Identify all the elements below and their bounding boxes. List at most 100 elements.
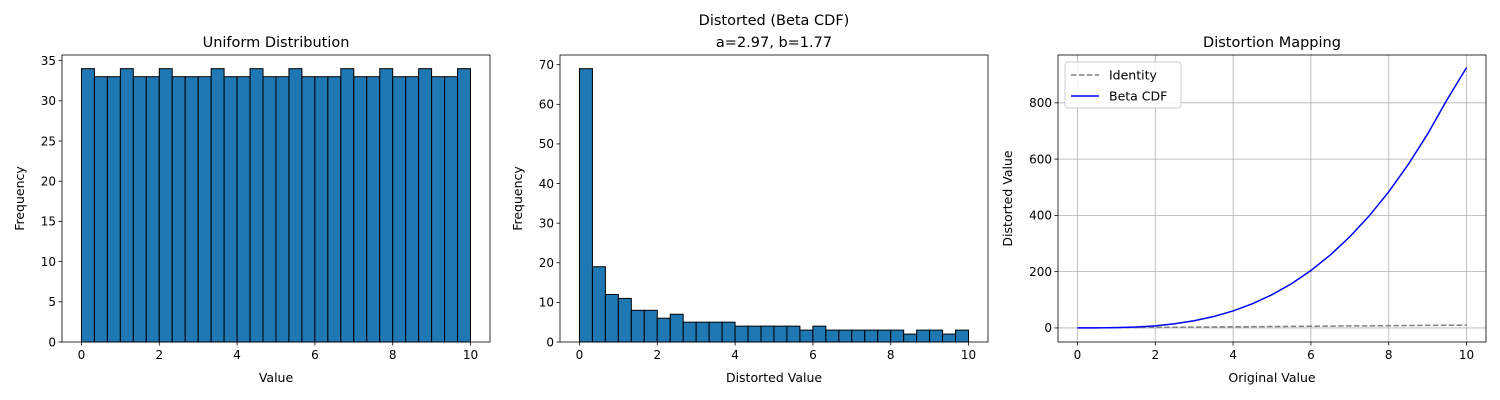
chart-3-xlabel: Original Value	[1228, 370, 1316, 385]
chart-2-bar-11	[721, 321, 736, 343]
chart-2-bar-18	[812, 325, 827, 343]
chart-1-bar-7	[171, 76, 186, 343]
chart-2-title: Distorted (Beta CDF)	[699, 13, 850, 29]
chart-2-bar-3	[617, 297, 632, 343]
chart-1-bar-5	[145, 76, 160, 343]
chart-2-bar-10	[708, 321, 723, 343]
chart-1-bar-27	[431, 76, 446, 343]
chart-2-bar-14	[760, 325, 775, 343]
chart-2-bar-1	[591, 266, 606, 343]
chart-2-ytick-label-1: 10	[539, 296, 554, 310]
chart-2-bar-29	[955, 329, 970, 343]
chart-1-bar-0	[80, 68, 95, 343]
chart-2-bar-20	[838, 329, 853, 343]
chart-3-ytick-label-2: 400	[1029, 209, 1052, 223]
chart-2-ylabel: Frequency	[510, 166, 525, 231]
chart-3-axes-frame	[1057, 54, 1487, 343]
chart-1-ytick-label-5: 25	[41, 134, 56, 148]
chart-2-ytick-label-5: 50	[539, 137, 554, 151]
chart-3-legend-label-1: Beta CDF	[1109, 89, 1167, 104]
chart-1-ylabel: Frequency	[12, 166, 27, 231]
chart-2-xtick-label-0: 0	[576, 348, 584, 362]
chart-1-title: Uniform Distribution	[203, 35, 350, 51]
chart-3-title: Distortion Mapping	[1203, 35, 1341, 51]
chart-1-bar-25	[405, 76, 420, 343]
chart-2-bar-22	[864, 329, 879, 343]
chart-2-xtick-label-1: 2	[653, 348, 661, 362]
chart-1-ytick-label-6: 30	[41, 94, 56, 108]
chart-2-bar-7	[669, 313, 684, 343]
chart-1-ytick-label-2: 10	[41, 255, 56, 269]
chart-1-ytick-label-7: 35	[41, 54, 56, 68]
chart-1-bar-15	[275, 76, 290, 343]
chart-1-ytick-label-4: 20	[41, 175, 56, 189]
chart-2-bar-23	[877, 329, 892, 343]
chart-1-xtick-label-1: 2	[155, 348, 163, 362]
chart-2-xtick-label-4: 8	[887, 348, 895, 362]
chart-1-bar-28	[444, 76, 459, 343]
chart-3-xtick-label-0: 0	[1074, 348, 1082, 362]
chart-1-bar-16	[288, 68, 303, 343]
chart-2-bar-8	[682, 321, 697, 343]
chart-1-bar-9	[197, 76, 212, 343]
chart-1-bar-10	[210, 68, 225, 343]
chart-2-bar-17	[799, 329, 814, 343]
chart-3-ytick-label-3: 600	[1029, 152, 1052, 166]
chart-3-xtick-label-1: 2	[1151, 348, 1159, 362]
chart-3-ytick-label-0: 0	[1044, 321, 1052, 335]
chart-1-bar-1	[93, 76, 108, 343]
chart-1-bar-29	[457, 68, 472, 343]
chart-1-xtick-label-0: 0	[78, 348, 86, 362]
chart-2-subtitle: a=2.97, b=1.77	[716, 35, 832, 51]
chart-3-xtick-label-5: 10	[1459, 348, 1474, 362]
chart-2-ytick-label-4: 40	[539, 177, 554, 191]
chart-1-bar-17	[301, 76, 316, 343]
chart-1-bar-21	[353, 76, 368, 343]
chart-2-ytick-label-0: 0	[546, 335, 554, 349]
chart-1-bar-14	[262, 76, 277, 343]
chart-2-bar-21	[851, 329, 866, 343]
chart-1-bar-18	[314, 76, 329, 343]
chart-2-bar-0	[578, 68, 593, 343]
chart-2-bar-28	[942, 333, 957, 343]
chart-1-bar-13	[249, 68, 264, 343]
chart-2-bar-15	[773, 325, 788, 343]
chart-1-ytick-label-1: 5	[48, 295, 56, 309]
chart-2-bar-12	[734, 325, 749, 343]
chart-2-bar-19	[825, 329, 840, 343]
chart-2-bar-27	[929, 329, 944, 343]
chart-1-xtick-label-2: 4	[233, 348, 241, 362]
chart-1-bar-19	[327, 76, 342, 343]
chart-1-xtick-label-4: 8	[389, 348, 397, 362]
chart-1-bar-11	[223, 76, 238, 343]
chart-1-axes-frame	[61, 54, 491, 343]
chart-2-axes-frame	[559, 54, 989, 343]
chart-1-bar-8	[184, 76, 199, 343]
chart-3-series-identity	[1077, 324, 1467, 329]
chart-3-ylabel: Distorted Value	[1000, 150, 1015, 246]
chart-3-xtick-label-3: 6	[1307, 348, 1315, 362]
chart-1-ytick-label-0: 0	[48, 335, 56, 349]
chart-1-bar-24	[392, 76, 407, 343]
chart-1-bar-26	[418, 68, 433, 343]
chart-2-bar-9	[695, 321, 710, 343]
chart-2-bar-26	[916, 329, 931, 343]
chart-2-xlabel: Distorted Value	[726, 370, 822, 385]
chart-3-xtick-label-2: 4	[1229, 348, 1237, 362]
chart-3-series-beta-cdf	[1077, 67, 1468, 329]
chart-2-ytick-label-7: 70	[539, 58, 554, 72]
chart-2-bar-25	[903, 333, 918, 343]
chart-2-xtick-label-2: 4	[731, 348, 739, 362]
chart-1-ytick-label-3: 15	[41, 215, 56, 229]
chart-1-xtick-label-5: 10	[463, 348, 478, 362]
chart-2-ytick-label-3: 30	[539, 216, 554, 230]
chart-2-ytick-label-2: 20	[539, 256, 554, 270]
chart-2-bar-16	[786, 325, 801, 343]
chart-3-xtick-label-4: 8	[1385, 348, 1393, 362]
chart-2-panel	[556, 54, 989, 346]
chart-3-ytick-label-1: 200	[1029, 265, 1052, 279]
chart-1-bar-20	[340, 68, 355, 343]
chart-1-bar-6	[158, 68, 173, 343]
chart-2-ytick-label-6: 60	[539, 98, 554, 112]
